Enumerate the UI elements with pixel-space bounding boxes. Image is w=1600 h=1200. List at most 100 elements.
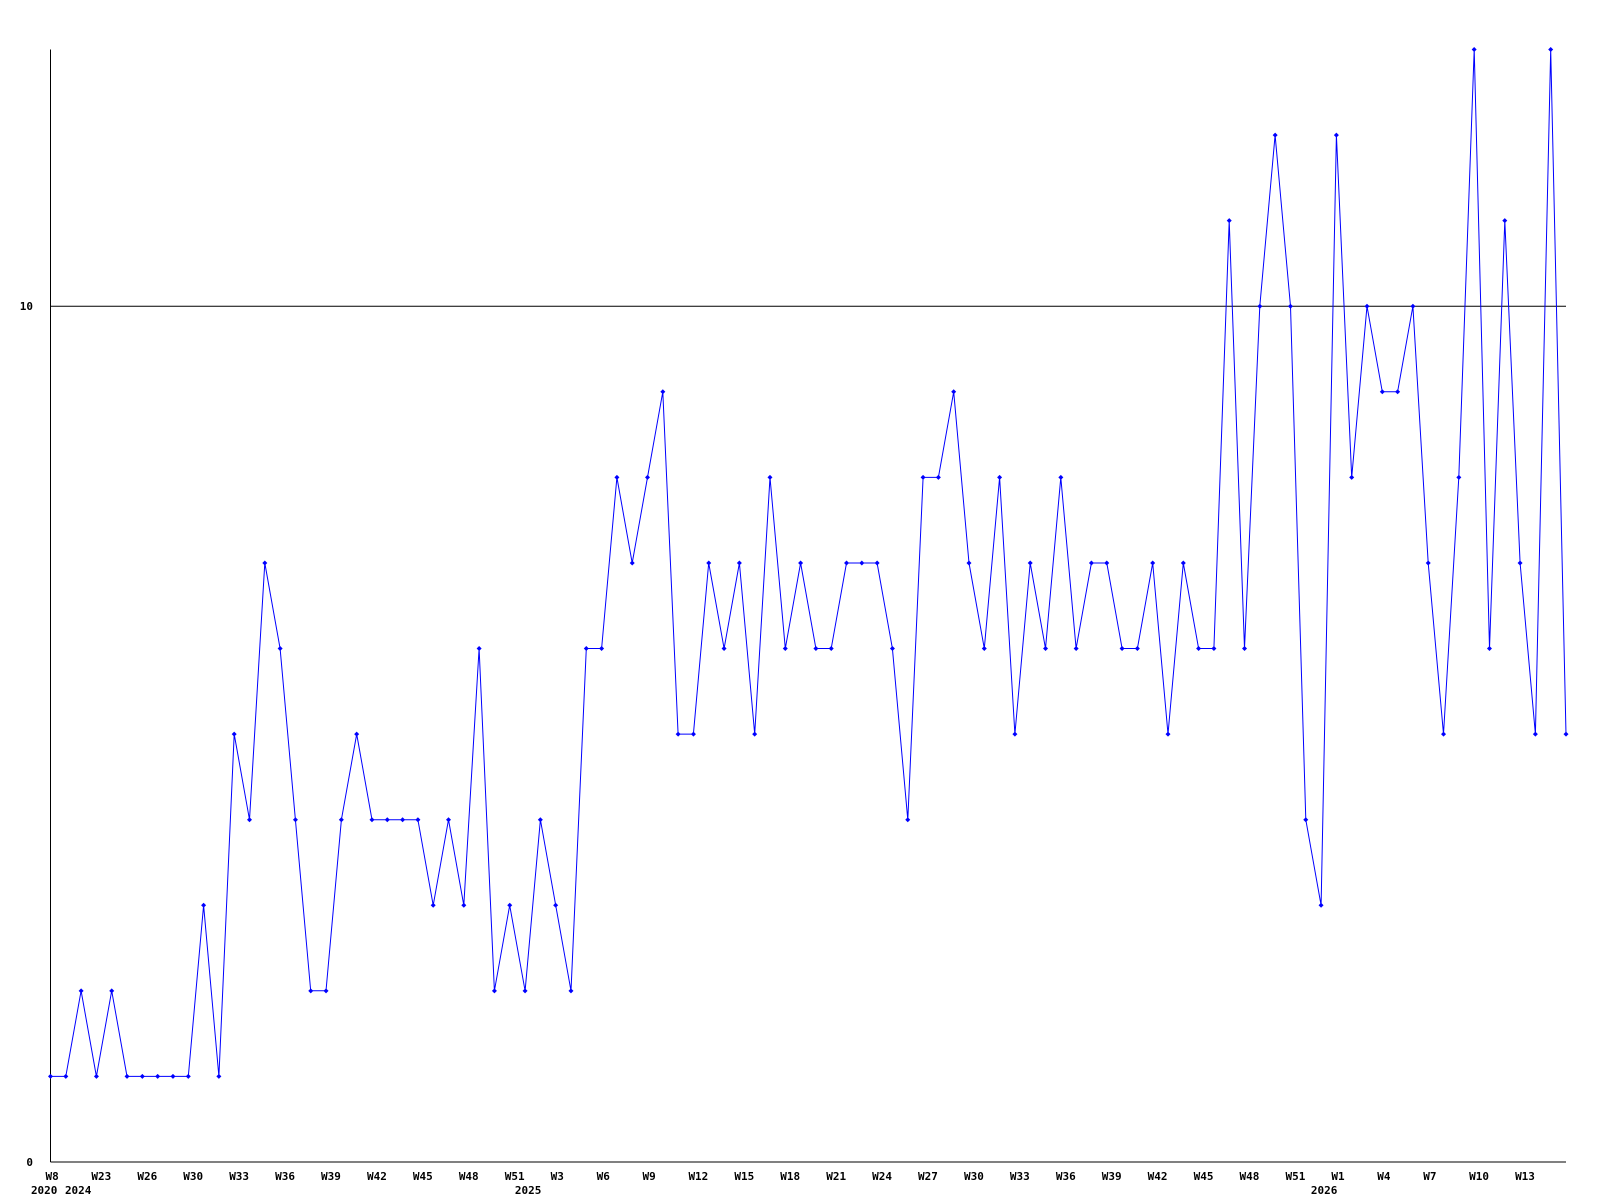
x-tick-label: W27 — [918, 1170, 938, 1183]
data-point — [1486, 646, 1492, 652]
data-point — [48, 1073, 53, 1079]
data-point — [537, 817, 543, 823]
data-point — [461, 902, 467, 908]
x-tick-label: W33 — [1010, 1170, 1030, 1183]
x-tick-label: W51 — [1285, 1170, 1305, 1183]
data-point — [706, 560, 712, 566]
data-point — [660, 389, 666, 395]
data-point — [1257, 303, 1263, 309]
data-point — [522, 988, 528, 994]
data-point — [139, 1073, 145, 1079]
x-tick-label: W26 — [137, 1170, 157, 1183]
data-point — [951, 389, 957, 395]
year-label: 2020 — [31, 1184, 58, 1197]
data-point — [1088, 560, 1094, 566]
data-point — [1456, 474, 1462, 480]
x-tick-label: W24 — [872, 1170, 892, 1183]
y-tick-labels: 0 10 — [20, 300, 33, 1169]
data-point — [1502, 218, 1508, 224]
data-point — [1410, 303, 1416, 309]
x-tick-label: W15 — [734, 1170, 754, 1183]
x-tick-label: W4 — [1377, 1170, 1391, 1183]
data-point — [981, 646, 987, 652]
data-point — [645, 474, 651, 480]
x-tick-label: W8 — [46, 1170, 59, 1183]
data-point — [415, 817, 421, 823]
data-point — [93, 1073, 99, 1079]
data-point — [966, 560, 972, 566]
data-point — [767, 474, 773, 480]
data-point — [599, 646, 605, 652]
data-point — [1379, 389, 1385, 395]
x-tick-label: W21 — [826, 1170, 846, 1183]
data-point — [231, 731, 237, 737]
x-tick-label: W30 — [183, 1170, 203, 1183]
x-tick-label: W39 — [321, 1170, 341, 1183]
data-point — [583, 646, 589, 652]
x-tick-labels: W8 W23 W26 W30 W33 W36 W39 W42 W45 W48 W51 W3 W6 W9 W1… — [46, 1170, 1535, 1183]
data-point — [323, 988, 329, 994]
data-point — [1425, 560, 1431, 566]
x-tick-label: W45 — [1194, 1170, 1214, 1183]
x-tick-label: W30 — [964, 1170, 984, 1183]
data-point — [354, 731, 360, 737]
data-point — [1517, 560, 1523, 566]
x-tick-label: W18 — [780, 1170, 800, 1183]
series-line — [50, 49, 1567, 1077]
x-tick-label: W51 — [505, 1170, 525, 1183]
x-tick-label: W13 — [1515, 1170, 1535, 1183]
data-point — [369, 817, 375, 823]
data-point — [1333, 132, 1339, 138]
data-point — [1441, 731, 1447, 737]
data-point — [277, 646, 283, 652]
data-point — [185, 1073, 191, 1079]
data-point — [1196, 646, 1202, 652]
data-point — [1043, 646, 1049, 652]
data-point — [1287, 303, 1293, 309]
data-point — [476, 646, 482, 652]
data-point — [736, 560, 742, 566]
data-point — [1134, 646, 1140, 652]
data-point — [1318, 902, 1324, 908]
data-point — [614, 474, 620, 480]
data-point — [859, 560, 865, 566]
data-point — [1364, 303, 1370, 309]
data-point — [690, 731, 696, 737]
year-labels: 2020 2024 2025 2026 — [31, 1184, 1338, 1197]
data-point — [629, 560, 635, 566]
data-point — [1471, 47, 1477, 52]
x-tick-label: W1 — [1331, 1170, 1345, 1183]
data-point — [1104, 560, 1110, 566]
data-point — [721, 646, 727, 652]
data-point — [109, 988, 115, 994]
data-point — [1165, 731, 1171, 737]
year-label: 2026 — [1311, 1184, 1338, 1197]
data-point — [63, 1073, 69, 1079]
data-point — [292, 817, 298, 823]
data-point — [1027, 560, 1033, 566]
data-point — [384, 817, 390, 823]
x-tick-label: W9 — [643, 1170, 656, 1183]
data-point — [935, 474, 941, 480]
x-tick-label: W36 — [1056, 1170, 1076, 1183]
x-tick-label: W45 — [413, 1170, 433, 1183]
data-point — [1150, 560, 1156, 566]
data-point — [1349, 474, 1355, 480]
x-tick-label: W39 — [1102, 1170, 1122, 1183]
data-point — [1226, 218, 1232, 224]
series — [48, 47, 1569, 1079]
data-point — [1211, 646, 1217, 652]
year-label: 2025 — [515, 1184, 542, 1197]
x-tick-label: W48 — [459, 1170, 479, 1183]
x-tick-label: W12 — [688, 1170, 708, 1183]
data-point — [1012, 731, 1018, 737]
data-point — [1272, 132, 1278, 138]
x-tick-label: W42 — [1148, 1170, 1168, 1183]
data-point — [1073, 646, 1079, 652]
data-point — [247, 817, 253, 823]
data-point — [920, 474, 926, 480]
data-point — [78, 988, 84, 994]
data-point — [124, 1073, 130, 1079]
y-tick-label: 0 — [26, 1156, 33, 1169]
